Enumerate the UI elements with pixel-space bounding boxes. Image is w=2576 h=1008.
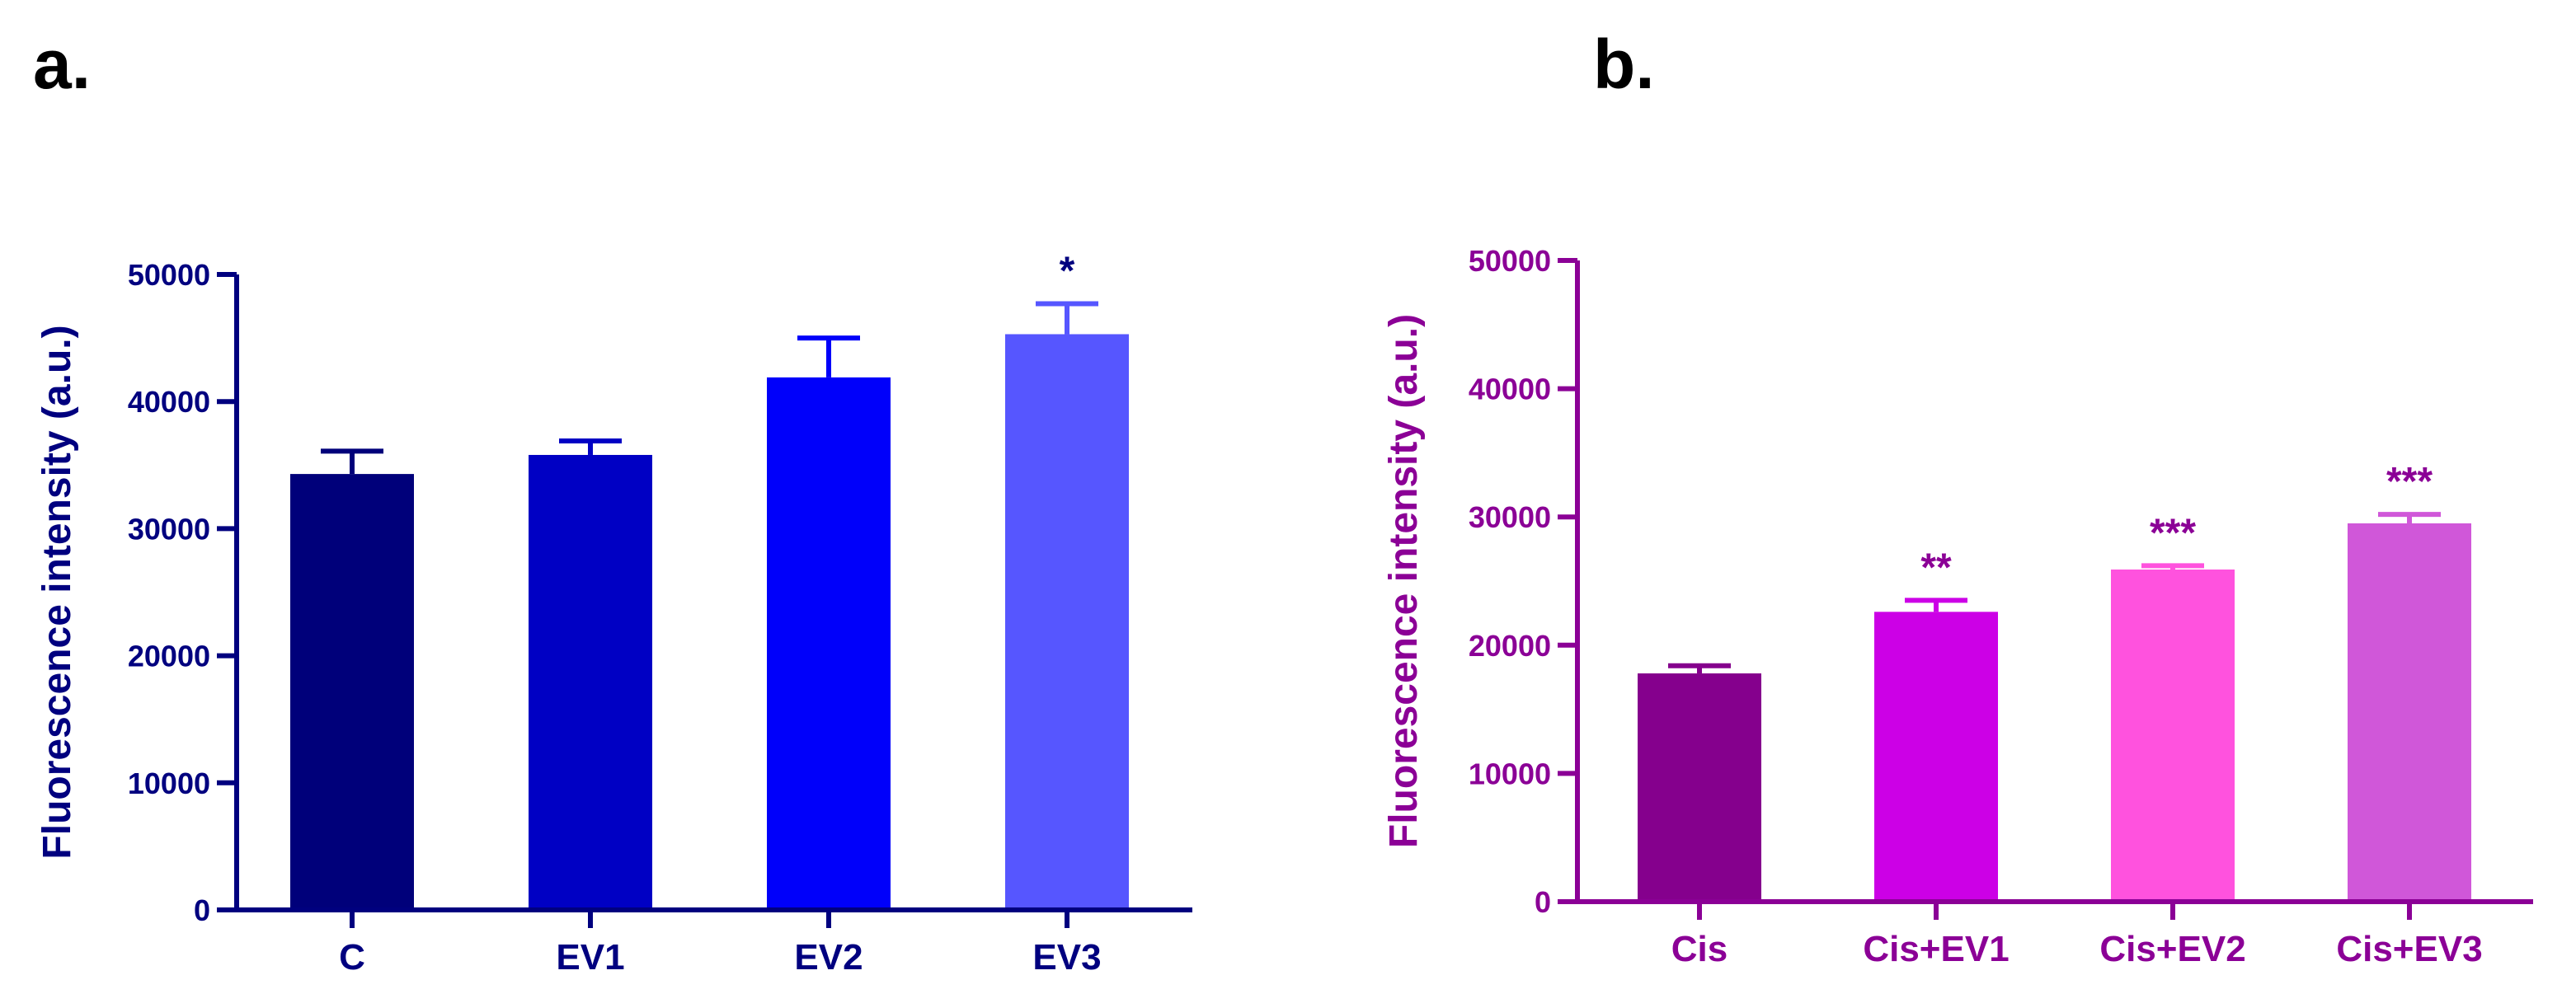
- x-tick-label: Cis+EV3: [2336, 929, 2482, 969]
- x-tick-label: C: [339, 937, 365, 978]
- y-axis-label: Fluorescence intensity (a.u.): [1382, 314, 1426, 848]
- y-tick-label: 0: [194, 893, 210, 927]
- x-tick-label: Cis+EV1: [1863, 929, 2009, 969]
- y-tick-label: 20000: [128, 640, 210, 673]
- significance-marker: **: [1920, 546, 1952, 589]
- x-tick-label: Cis: [1671, 929, 1728, 969]
- bar-cis-ev3: [2348, 523, 2471, 902]
- panel-label-b: b.: [1593, 26, 1655, 103]
- bar-ev1: [529, 454, 652, 910]
- bar-cis-ev1: [1874, 612, 1998, 902]
- panel-label-a: a.: [33, 26, 92, 103]
- x-tick-label: EV3: [1032, 937, 1101, 978]
- x-tick-label: EV1: [556, 937, 624, 978]
- y-tick-label: 40000: [128, 385, 210, 419]
- significance-marker: ***: [2386, 460, 2433, 504]
- bar-c: [290, 474, 414, 910]
- y-tick-label: 30000: [1469, 500, 1551, 534]
- bar-ev3: [1005, 334, 1129, 910]
- y-tick-label: 50000: [128, 258, 210, 292]
- y-tick-label: 50000: [1469, 244, 1551, 278]
- bar-cis-ev2: [2111, 569, 2235, 902]
- y-tick-label: 40000: [1469, 373, 1551, 406]
- y-tick-label: 30000: [128, 512, 210, 546]
- bar-cis: [1638, 673, 1761, 902]
- bar-ev2: [767, 377, 891, 911]
- significance-marker: ***: [2150, 511, 2196, 555]
- x-tick-label: EV2: [794, 937, 863, 978]
- y-tick-label: 20000: [1469, 629, 1551, 663]
- y-tick-label: 10000: [128, 767, 210, 800]
- y-tick-label: 0: [1535, 885, 1551, 919]
- y-tick-label: 10000: [1469, 757, 1551, 790]
- significance-marker: *: [1060, 249, 1075, 293]
- x-tick-label: Cis+EV2: [2099, 929, 2245, 969]
- y-axis-label: Fluorescence intensity (a.u.): [35, 325, 79, 859]
